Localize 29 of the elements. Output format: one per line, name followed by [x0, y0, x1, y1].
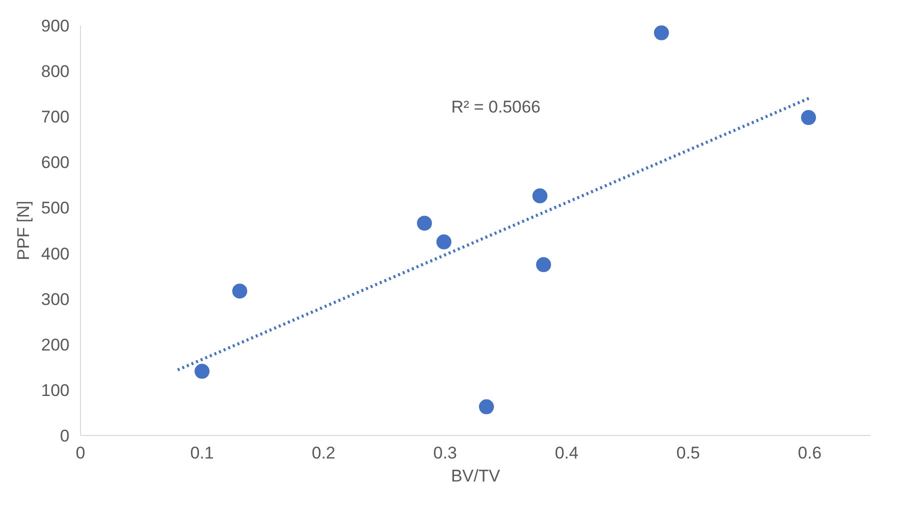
y-tick-label: 200	[41, 335, 70, 354]
x-tick-label: 0.5	[676, 444, 700, 462]
point	[416, 216, 432, 231]
point	[436, 234, 452, 250]
y-tick-label: 0	[60, 426, 70, 446]
annotation: R² = 0.5066	[451, 98, 541, 117]
point	[478, 399, 494, 414]
x-tick-label: 0.4	[554, 444, 578, 462]
y-tick-label: 600	[41, 153, 70, 172]
y-tick-label: 900	[41, 16, 70, 36]
point	[536, 257, 552, 272]
x-tick-label: 0.2	[312, 444, 336, 462]
x-axis-title: BV/TV	[450, 466, 501, 486]
y-tick-label: 300	[41, 290, 70, 309]
point	[532, 188, 548, 204]
y-tick-label: 500	[41, 198, 70, 218]
x-tick-label: 0.1	[190, 444, 214, 462]
x-tick-label: 0	[76, 444, 86, 462]
x-tick-label: 0.6	[798, 444, 822, 462]
point	[654, 26, 669, 40]
y-tick-label: 700	[41, 108, 70, 127]
y-tick-label: 800	[41, 62, 70, 82]
y-axis-title: PPF [N]	[14, 200, 34, 260]
point	[232, 284, 248, 299]
point	[194, 364, 210, 379]
y-tick-label: 400	[41, 244, 70, 264]
point	[801, 110, 816, 126]
y-tick-label: 100	[41, 380, 70, 400]
x-tick-label: 0.3	[433, 444, 457, 462]
